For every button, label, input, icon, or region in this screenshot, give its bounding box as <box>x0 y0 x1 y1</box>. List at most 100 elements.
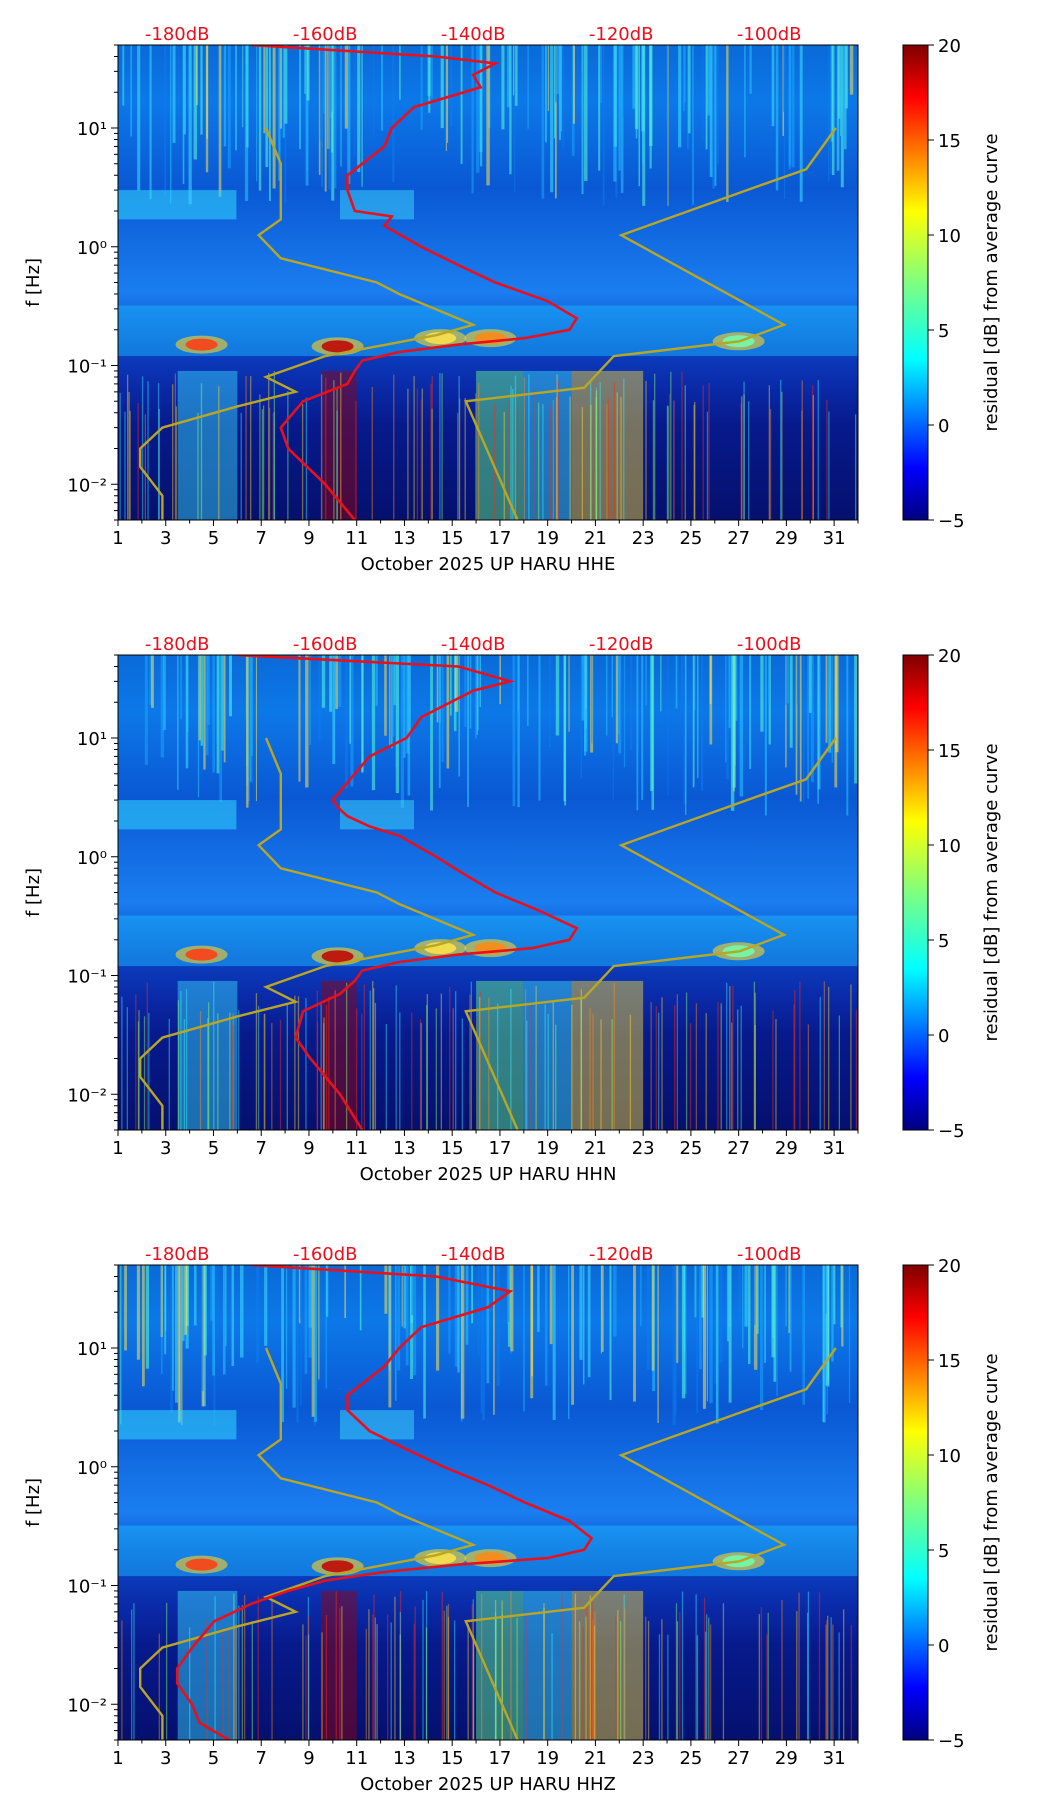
psd-curve <box>251 45 579 520</box>
x-tick-label: 3 <box>160 1748 171 1769</box>
db-tick-label: -100dB <box>737 24 802 45</box>
x-tick-label: 7 <box>255 1748 266 1769</box>
db-tick-label: -120dB <box>589 24 654 45</box>
nhnm-curve <box>464 1347 837 1740</box>
x-tick-label: 27 <box>727 528 750 549</box>
x-tick-label: 11 <box>345 528 368 549</box>
y-tick-label: 10⁰ <box>77 238 107 259</box>
x-tick-label: 31 <box>823 1138 846 1159</box>
x-tick-label: 17 <box>488 528 511 549</box>
x-tick-label: 27 <box>727 1748 750 1769</box>
y-axis-label: f [Hz] <box>23 258 44 307</box>
colorbar-tick-label: 5 <box>938 1541 949 1562</box>
db-tick-label: -120dB <box>589 1244 654 1265</box>
x-tick-label: 31 <box>823 1748 846 1769</box>
colorbar-tick-label: 15 <box>938 741 961 762</box>
y-tick-label: 10⁻² <box>67 475 107 496</box>
colorbar-tick-label: 10 <box>938 226 961 247</box>
heatmap-image <box>118 655 858 1130</box>
x-axis-label: October 2025 UP HARU HHN <box>360 1164 617 1185</box>
x-tick-label: 23 <box>632 1138 655 1159</box>
db-tick-label: -160dB <box>293 634 358 655</box>
psd-curve <box>175 1265 594 1740</box>
colorbar-tick-label: 15 <box>938 131 961 152</box>
x-tick-label: 13 <box>393 528 416 549</box>
x-tick-label: 1 <box>112 1748 123 1769</box>
db-tick-label: -100dB <box>737 634 802 655</box>
x-tick-label: 25 <box>679 528 702 549</box>
y-tick-label: 10¹ <box>77 1339 107 1360</box>
y-axis-label: f [Hz] <box>23 1478 44 1527</box>
colorbar-tick-label: 20 <box>938 36 961 57</box>
db-tick-label: -140dB <box>441 1244 506 1265</box>
db-tick-label: -140dB <box>441 634 506 655</box>
colorbar-tick-label: 5 <box>938 931 949 952</box>
y-tick-label: 10⁻² <box>67 1695 107 1716</box>
x-tick-label: 15 <box>441 1138 464 1159</box>
nhnm-curve <box>464 127 837 520</box>
heatmap-image <box>118 1265 858 1740</box>
x-tick-label: 7 <box>255 1138 266 1159</box>
colorbar <box>902 1264 929 1741</box>
x-tick-label: 5 <box>208 1138 219 1159</box>
colorbar <box>902 654 929 1131</box>
y-axis-label: f [Hz] <box>23 868 44 917</box>
x-tick-label: 19 <box>536 1748 559 1769</box>
y-tick-label: 10⁻¹ <box>67 967 107 988</box>
db-tick-label: -160dB <box>293 24 358 45</box>
x-tick-label: 15 <box>441 1748 464 1769</box>
db-tick-label: -120dB <box>589 634 654 655</box>
heatmap-image <box>118 45 858 520</box>
nhnm-curve <box>464 737 837 1130</box>
db-tick-label: -180dB <box>145 634 210 655</box>
x-tick-label: 21 <box>584 528 607 549</box>
colorbar-tick-label: 0 <box>938 1636 949 1657</box>
db-tick-label: -180dB <box>145 24 210 45</box>
db-tick-label: -100dB <box>737 1244 802 1265</box>
x-tick-label: 13 <box>393 1138 416 1159</box>
y-tick-label: 10⁰ <box>77 848 107 869</box>
x-tick-label: 19 <box>536 528 559 549</box>
x-tick-label: 17 <box>488 1748 511 1769</box>
x-tick-label: 5 <box>208 528 219 549</box>
db-tick-label: -160dB <box>293 1244 358 1265</box>
x-axis-label: October 2025 UP HARU HHZ <box>360 1774 616 1795</box>
x-tick-label: 11 <box>345 1138 368 1159</box>
x-tick-label: 21 <box>584 1748 607 1769</box>
x-tick-label: 19 <box>536 1138 559 1159</box>
colorbar-tick-label: −5 <box>938 1121 965 1142</box>
y-tick-label: 10¹ <box>77 729 107 750</box>
colorbar-label: residual [dB] from average curve <box>981 1353 1002 1651</box>
colorbar-tick-label: 20 <box>938 646 961 667</box>
x-tick-label: 9 <box>303 1748 314 1769</box>
colorbar-tick-label: 5 <box>938 321 949 342</box>
db-tick-label: -180dB <box>145 1244 210 1265</box>
x-tick-label: 5 <box>208 1748 219 1769</box>
colorbar-label: residual [dB] from average curve <box>981 133 1002 431</box>
x-tick-label: 29 <box>775 1138 798 1159</box>
x-tick-label: 27 <box>727 1138 750 1159</box>
colorbar-tick-label: 0 <box>938 1026 949 1047</box>
x-tick-label: 23 <box>632 1748 655 1769</box>
x-tick-label: 17 <box>488 1138 511 1159</box>
y-tick-label: 10¹ <box>77 119 107 140</box>
x-tick-label: 23 <box>632 528 655 549</box>
x-tick-label: 15 <box>441 528 464 549</box>
colorbar-tick-label: 15 <box>938 1351 961 1372</box>
x-tick-label: 25 <box>679 1748 702 1769</box>
nlnm-curve <box>139 1347 477 1740</box>
y-tick-label: 10⁰ <box>77 1458 107 1479</box>
colorbar-tick-label: 10 <box>938 1446 961 1467</box>
x-tick-label: 29 <box>775 528 798 549</box>
y-tick-label: 10⁻² <box>67 1085 107 1106</box>
x-tick-label: 7 <box>255 528 266 549</box>
x-tick-label: 11 <box>345 1748 368 1769</box>
x-tick-label: 13 <box>393 1748 416 1769</box>
nlnm-curve <box>139 737 477 1130</box>
colorbar <box>902 44 929 521</box>
